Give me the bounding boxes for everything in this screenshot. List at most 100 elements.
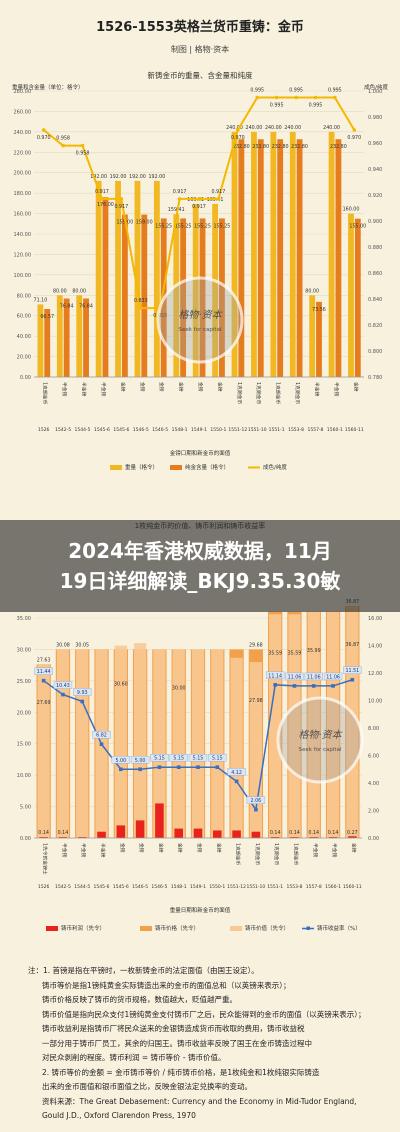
bar-value bbox=[172, 649, 185, 838]
coin-name-label: 1克朗金币 bbox=[42, 382, 49, 404]
bar-profit-label: 0.14 bbox=[328, 830, 339, 836]
x-tick-label: 1526 bbox=[38, 884, 50, 890]
bar-weight-label: 240.00 bbox=[323, 125, 340, 131]
bar-weight-label: 192.00 bbox=[148, 174, 165, 180]
yield-point bbox=[311, 684, 316, 688]
right-axis-label: 成色/纯度 bbox=[364, 83, 388, 91]
bar-gold-label: 232.80 bbox=[233, 144, 250, 150]
yield-label-box bbox=[343, 666, 362, 674]
yield-label-box bbox=[188, 753, 208, 762]
coin-name-label: 1克朗金币 bbox=[235, 843, 242, 865]
watermark-logo bbox=[276, 696, 364, 784]
note-line: 铸币价格反映了铸币的货币规格，数值越大，贬值越严重。 bbox=[42, 995, 237, 1004]
yield-label: 11.14 bbox=[268, 673, 282, 679]
yield-label: 9.93 bbox=[77, 690, 88, 696]
bar-profit-label: 0.14 bbox=[308, 830, 319, 836]
right-tick-label: 0.840 bbox=[368, 297, 382, 303]
bar-profit bbox=[309, 837, 319, 838]
yield-label-box bbox=[92, 731, 111, 739]
coin-name-label: 1克朗金币 bbox=[294, 382, 301, 404]
coin-name-label: 金镑 bbox=[197, 382, 204, 392]
x-tick-label: 1551-12 bbox=[228, 427, 247, 433]
purity-label: 0.995 bbox=[270, 103, 284, 109]
left-tick-label: 15.00 bbox=[17, 742, 31, 748]
yield-label: 11.51 bbox=[345, 668, 359, 674]
bar-profit-label: 0.14 bbox=[58, 830, 69, 836]
bar-value bbox=[56, 649, 70, 838]
x-tick-label: 1545-6 bbox=[113, 427, 129, 433]
bar-gold-label: 159.00 bbox=[136, 220, 153, 226]
right-tick-label: 16.00 bbox=[368, 616, 382, 622]
chart-title: 新铸金币的重量、含金量和纯度 bbox=[148, 70, 253, 80]
legend-swatch bbox=[110, 465, 122, 470]
bar-gold-content bbox=[44, 309, 51, 377]
coin-name-label: 金镑 bbox=[352, 382, 359, 392]
legend-swatch bbox=[170, 465, 182, 470]
bar-gold-content bbox=[354, 218, 361, 377]
bar-value bbox=[211, 649, 224, 838]
bar-gold-label: 232.80 bbox=[330, 144, 347, 150]
bar-weight-label: 169.41 bbox=[207, 197, 224, 203]
bar-profit-label: 0.14 bbox=[38, 830, 49, 836]
yield-point bbox=[61, 692, 65, 697]
bar-weight-label: 192.00 bbox=[110, 174, 127, 180]
bar-profit bbox=[97, 831, 106, 838]
bar-weight bbox=[153, 180, 160, 377]
coin-name-label: 1克朗金币 bbox=[254, 843, 261, 865]
bar-weight-label: 192.00 bbox=[90, 174, 107, 180]
watermark-text: 格物·资本 bbox=[178, 309, 222, 321]
coin-name-label: 半金镑 bbox=[81, 382, 88, 397]
bar-gold-content bbox=[121, 214, 128, 377]
bar-profit bbox=[232, 830, 241, 838]
purity-label: 0.995 bbox=[328, 88, 342, 94]
coin-name-label: 半金镑 bbox=[100, 843, 107, 858]
right-tick-label: 0.900 bbox=[368, 219, 382, 225]
note-line: 一部分用于铸币厂员工，其余的归国王。铸币收益率反映了国王在金币铸造过程中 bbox=[42, 1038, 312, 1048]
coin-name-label: 1克朗金币 bbox=[275, 382, 282, 404]
yield-point bbox=[41, 678, 46, 683]
left-tick-label: 80.00 bbox=[17, 293, 31, 299]
purity-point bbox=[41, 128, 46, 132]
yield-label: 5.15 bbox=[154, 756, 165, 762]
coin-name-label: 金镑 bbox=[196, 843, 203, 853]
bar-profit bbox=[193, 828, 203, 838]
bar-weight-label: 159.41 bbox=[168, 207, 185, 213]
left-tick-label: 100.00 bbox=[14, 273, 32, 279]
yield-label-box bbox=[265, 671, 285, 680]
bar-gold-label: 232.80 bbox=[291, 144, 308, 150]
bar-gold-content bbox=[316, 301, 322, 377]
bar-value bbox=[114, 645, 127, 838]
bar-weight bbox=[348, 213, 354, 377]
purity-point bbox=[177, 197, 182, 201]
bar-weight-label: 80.00 bbox=[53, 288, 67, 294]
headline-line-1: 2024年香港权威数据，11月 bbox=[68, 539, 332, 563]
x-tick-label: 1545-6 bbox=[94, 427, 110, 433]
legend-label: 纯金含量（格令） bbox=[185, 463, 229, 471]
legend-label: 铸币利润（先令） bbox=[61, 924, 105, 932]
coin-name-label: 金镑 bbox=[350, 843, 357, 853]
yield-point bbox=[215, 765, 220, 769]
yield-label: 11.44 bbox=[37, 669, 51, 675]
bar-weight-label: 169.41 bbox=[187, 197, 204, 203]
purity-point bbox=[236, 128, 240, 132]
yield-label: 4.12 bbox=[231, 770, 242, 776]
yield-point bbox=[80, 699, 85, 704]
right-tick-label: 0.940 bbox=[368, 167, 382, 173]
right-tick-label: 6.00 bbox=[368, 754, 379, 760]
bar-profit-label: 0.14 bbox=[270, 830, 281, 836]
left-tick-label: 35.00 bbox=[17, 616, 31, 622]
note-line: Gould J.D., Oxford Clarendon Press, 1970 bbox=[42, 1111, 196, 1120]
x-tick-label: 1526 bbox=[38, 427, 50, 433]
bar-profit bbox=[58, 837, 68, 838]
yield-label-box bbox=[285, 672, 304, 681]
note-line: 2. 铸币等价的金额 = 金币铸币等价 / 纯币铸币价格，是1枚纯金和1枚纯银实… bbox=[42, 1067, 320, 1077]
x-tick-label: 1549-1 bbox=[190, 884, 206, 890]
yield-label-box bbox=[34, 667, 53, 675]
coin-name-label: 金镑 bbox=[119, 382, 126, 392]
purity-label: 0.917 bbox=[192, 204, 206, 210]
note-line: 出来的金币面值和银币面值之比，反映金银法定兑换率的变动。 bbox=[42, 1082, 252, 1091]
coin-name-label: 金镑 bbox=[215, 843, 222, 853]
bar-profit bbox=[348, 836, 357, 838]
right-tick-label: 2.00 bbox=[368, 809, 379, 815]
bar-gold-label: 155.25 bbox=[155, 223, 172, 229]
